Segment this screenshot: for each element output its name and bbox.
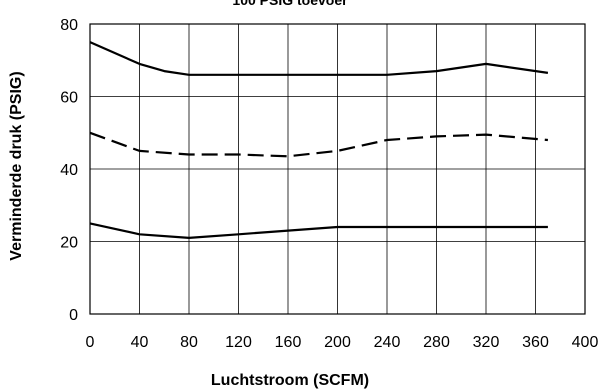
chart-title: 100 PSIG toevoer [232,0,348,8]
x-tick-label: 240 [374,334,401,351]
x-tick-label: 80 [180,334,198,351]
y-tick-label: 20 [60,235,78,252]
y-tick-label: 80 [60,17,78,34]
x-tick-label: 280 [423,334,450,351]
grid [90,24,585,314]
y-tick-label: 60 [60,90,78,107]
x-tick-label: 0 [86,334,95,351]
y-tick-label: 0 [69,307,78,324]
x-tick-label: 400 [572,334,599,351]
series-line-1 [89,41,549,76]
x-axis-ticks: 0 40 80 120 160 200 240 280 320 360 400 [86,334,599,351]
x-tick-label: 40 [131,334,149,351]
x-tick-label: 320 [473,334,500,351]
x-tick-label: 360 [522,334,549,351]
x-tick-label: 120 [225,334,252,351]
plot-frame [89,23,586,315]
y-tick-label: 40 [60,162,78,179]
series-line-3 [89,222,548,239]
series-line-2 [89,131,548,158]
x-tick-label: 200 [324,334,351,351]
x-tick-label: 160 [275,334,302,351]
y-axis-ticks: 0 20 40 60 80 [60,17,78,324]
x-axis-label: Luchtstroom (SCFM) [211,372,369,389]
series-group [89,41,549,239]
y-axis-label: Verminderde druk (PSIG) [8,71,25,260]
